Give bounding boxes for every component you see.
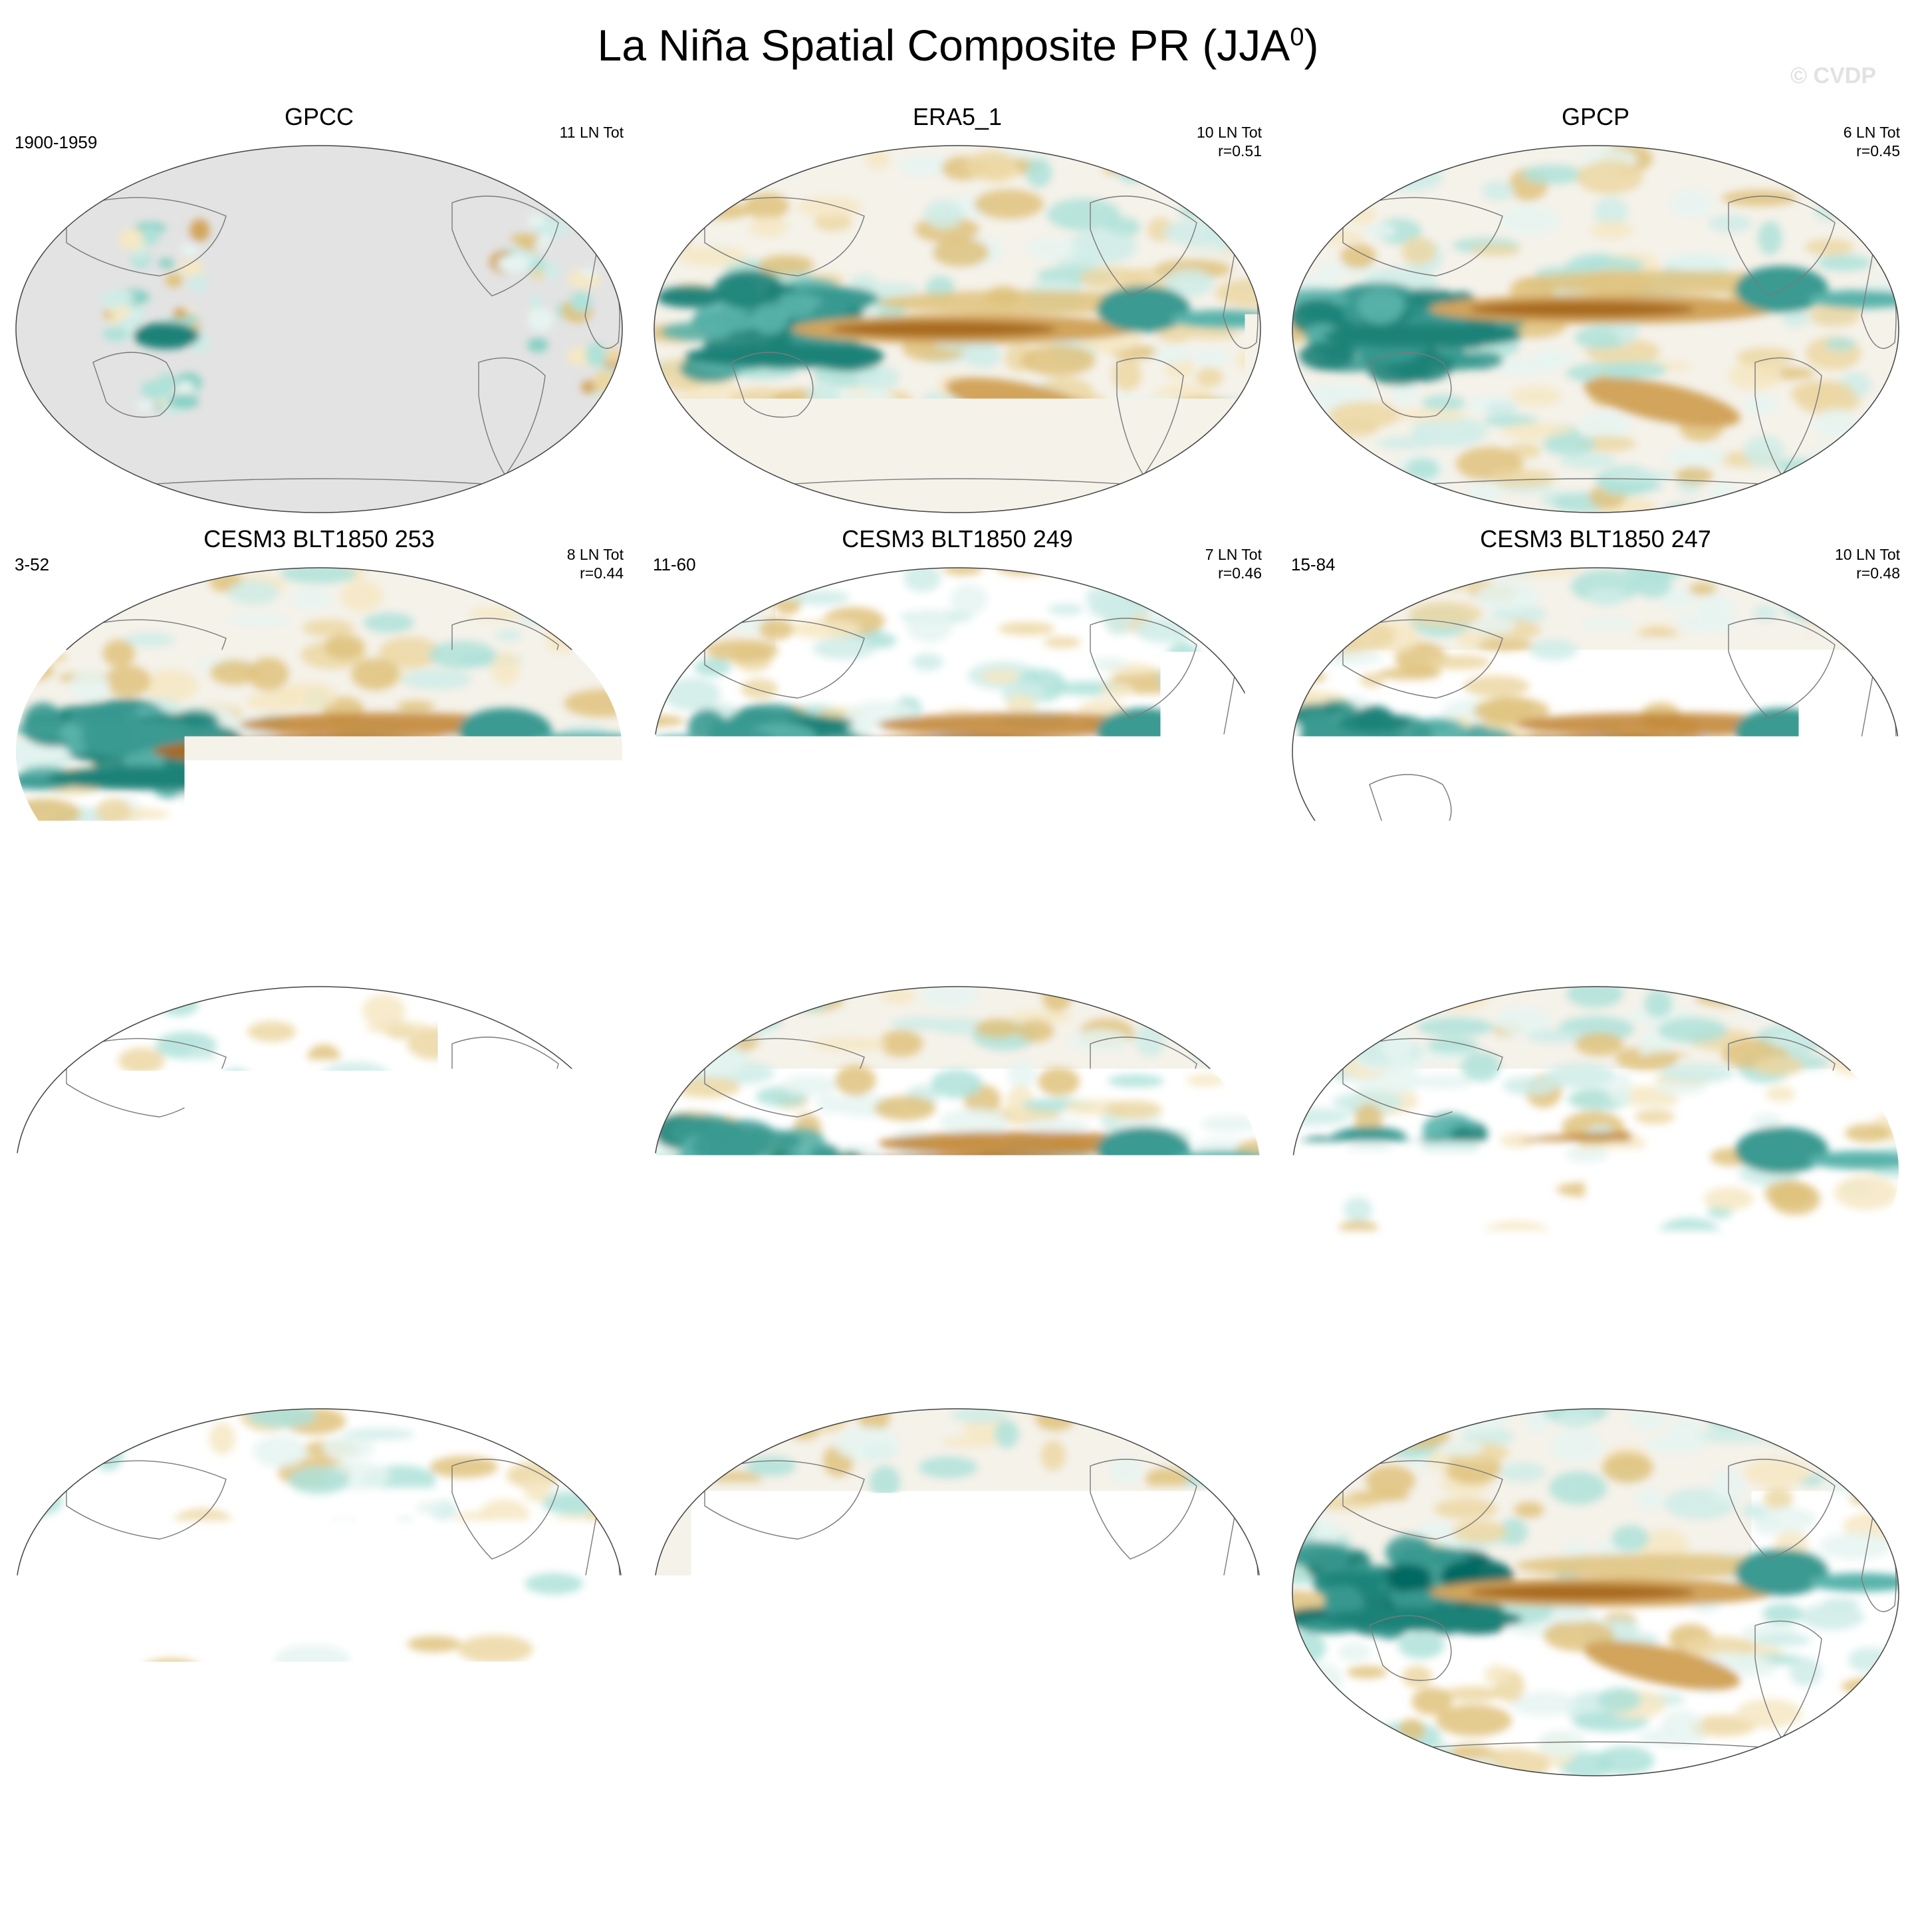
panel-title: CESM3 BLT1850 247 bbox=[1283, 525, 1908, 553]
colorbar-tick-label: 3 bbox=[1398, 1836, 1415, 1872]
colorbar-box bbox=[1471, 1800, 1536, 1830]
colorbar-tick-label: .25 bbox=[1064, 1836, 1107, 1872]
robinson-map bbox=[652, 1406, 1263, 1778]
panel-event-count: 10 LN Tot bbox=[1197, 123, 1262, 142]
colorbar-box bbox=[316, 1800, 380, 1830]
panel-title: CESM3 BLT1850 253 bbox=[7, 525, 632, 553]
colorbar-tick-label: -.75 bbox=[674, 1836, 727, 1872]
robinson-map bbox=[1290, 984, 1901, 1356]
colorbar-tick-label: 0 bbox=[949, 1836, 966, 1872]
figure-title: La Niña Spatial Composite PR (JJA0) bbox=[0, 20, 1916, 70]
panel-title: GPCP bbox=[1283, 103, 1908, 131]
colorbar-tick-label: -4 bbox=[430, 1836, 457, 1872]
colorbar-tick-label: .5 bbox=[1138, 1836, 1163, 1872]
watermark: © CVDP bbox=[1790, 63, 1876, 89]
robinson-map bbox=[652, 143, 1263, 515]
colorbar-box bbox=[1150, 1800, 1215, 1830]
colorbar-box bbox=[1535, 1800, 1599, 1830]
colorbar-box bbox=[444, 1800, 509, 1830]
colorbar-box bbox=[1215, 1800, 1279, 1830]
colorbar-tick-label: 2 bbox=[1334, 1836, 1352, 1872]
panel-event-count: 8 LN Tot bbox=[1844, 1386, 1900, 1405]
panel-title: GPCC bbox=[7, 103, 632, 131]
colorbar-box bbox=[1343, 1800, 1407, 1830]
robinson-map bbox=[13, 1406, 625, 1778]
panel-title: CESM3 BLT1850 216_fsd bbox=[1283, 944, 1908, 972]
robinson-map bbox=[1290, 143, 1901, 515]
panel-event-count: 10 LN Tot bbox=[558, 964, 624, 983]
colorbar-box bbox=[1407, 1800, 1471, 1830]
map-panel: CESM2 piControl B 1601-1650 8 LN Tot r=0.40 bbox=[645, 1366, 1270, 1778]
colorbar-tick-label: 5 bbox=[1527, 1836, 1544, 1872]
colorbar-units: mm/day bbox=[0, 1875, 1916, 1913]
panel-event-count: 11 LN Tot bbox=[560, 123, 624, 142]
panel-event-count: 10 LN Tot bbox=[1197, 964, 1262, 983]
colorbar-tick-label: -3 bbox=[494, 1836, 521, 1872]
colorbar-box bbox=[1022, 1800, 1086, 1830]
map-panel: CESM2 piControl A 1701-1750 6 LN Tot r=0.39 bbox=[7, 1366, 632, 1778]
panel-title: ERA5_1 bbox=[645, 103, 1270, 131]
robinson-map bbox=[13, 143, 625, 515]
colorbar-box bbox=[829, 1800, 894, 1830]
colorbar bbox=[315, 1799, 1600, 1831]
panel-event-count: 7 LN Tot bbox=[1205, 545, 1262, 564]
robinson-map bbox=[652, 565, 1263, 937]
colorbar-tick-label: 1 bbox=[1270, 1836, 1287, 1872]
panel-title: CESM2 piControl A bbox=[7, 1366, 632, 1394]
colorbar-tick-label: -5 bbox=[366, 1836, 393, 1872]
panel-title: CESM2 piControl C bbox=[1283, 1366, 1908, 1394]
colorbar-tick-label: .1 bbox=[1009, 1836, 1034, 1872]
panel-event-count: 8 LN Tot bbox=[567, 545, 624, 564]
colorbar-box bbox=[957, 1800, 1022, 1830]
robinson-map bbox=[1290, 1406, 1901, 1778]
map-panel: GPCC 1900-1959 11 LN Tot bbox=[7, 103, 632, 515]
colorbar-box bbox=[1086, 1800, 1151, 1830]
map-panel: CESM3 BLT1850 216_fsd 71-140 12 LN Tot r=0.… bbox=[1283, 944, 1908, 1356]
map-panel: CESM3 BLT1850 247 15-84 10 LN Tot r=0.48 bbox=[1283, 525, 1908, 937]
robinson-map bbox=[652, 984, 1263, 1356]
panel-event-count: 12 LN Tot bbox=[1835, 964, 1900, 983]
colorbar-box bbox=[572, 1800, 637, 1830]
colorbar-box bbox=[701, 1800, 765, 1830]
colorbar-tick-label: -.1 bbox=[876, 1836, 911, 1872]
colorbar-tick-label: -2 bbox=[558, 1836, 586, 1872]
panel-event-count: 10 LN Tot bbox=[1835, 545, 1900, 564]
colorbar-box bbox=[765, 1800, 830, 1830]
map-panel: GPCP 6 LN Tot r=0.45 bbox=[1283, 103, 1908, 515]
colorbar-box bbox=[894, 1800, 958, 1830]
panel-event-count: 6 LN Tot bbox=[567, 1386, 624, 1405]
panel-title: CESM3 BLT1850 236.002 bbox=[7, 944, 632, 972]
robinson-map bbox=[1290, 565, 1901, 937]
colorbar-tick-label: -1 bbox=[623, 1836, 650, 1872]
map-panel: CESM3 BLT1850 234 11-80 10 LN Tot r=0.51 bbox=[645, 944, 1270, 1356]
panel-title: CESM3 BLT1850 234 bbox=[645, 944, 1270, 972]
colorbar-box bbox=[637, 1800, 701, 1830]
colorbar-tick-label: -.5 bbox=[747, 1836, 782, 1872]
colorbar-box bbox=[1278, 1800, 1343, 1830]
panel-title: CESM3 BLT1850 249 bbox=[645, 525, 1270, 553]
panel-title: CESM2 piControl B bbox=[645, 1366, 1270, 1394]
map-panel: CESM3 BLT1850 249 11-60 7 LN Tot r=0.46 bbox=[645, 525, 1270, 937]
colorbar-labels: -5 -4 -3 -2 -1 -.75 -.5 -.25 -.1 0 .1 .25 .5 .75 1 2 3 4 5 bbox=[315, 1836, 1600, 1870]
panel-event-count: 8 LN Tot bbox=[1205, 1386, 1262, 1405]
colorbar-tick-label: 4 bbox=[1463, 1836, 1480, 1872]
panel-event-count: 6 LN Tot bbox=[1844, 123, 1900, 142]
map-panel: CESM3 BLT1850 253 3-52 8 LN Tot r=0.44 bbox=[7, 525, 632, 937]
colorbar-box bbox=[509, 1800, 573, 1830]
panel-stats: 11 LN Tot bbox=[560, 123, 624, 142]
map-panel: ERA5_1 10 LN Tot r=0.51 bbox=[645, 103, 1270, 515]
colorbar-tick-label: .75 bbox=[1193, 1836, 1235, 1872]
colorbar-tick-label: -.25 bbox=[802, 1836, 855, 1872]
robinson-map bbox=[13, 565, 625, 937]
map-panel: CESM3 BLT1850 236.002 20-89 10 LN Tot r=0.5… bbox=[7, 944, 632, 1356]
robinson-map bbox=[13, 984, 625, 1356]
map-panel: CESM2 piControl C 1501-1550 8 LN Tot r=0.49 bbox=[1283, 1366, 1908, 1778]
colorbar-box bbox=[380, 1800, 445, 1830]
